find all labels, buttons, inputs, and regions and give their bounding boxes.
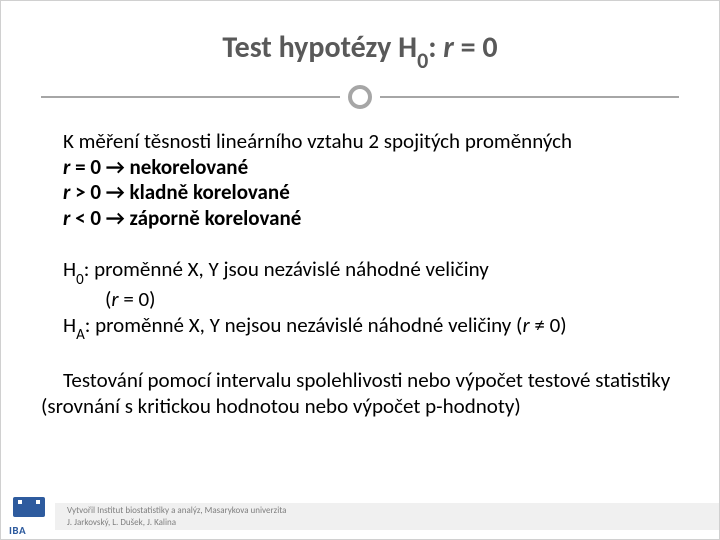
footer-line-2: J. Jarkovský, L. Dušek, J. Kalina — [67, 517, 719, 528]
bullet-1-line-3: r < 0 → záporně korelované — [41, 206, 679, 232]
h0-pre: H — [63, 256, 76, 282]
slide-footer: IBA Vytvořil Institut biostatistiky a an… — [1, 495, 719, 539]
slide: Test hypotézy H0: r = 0 K měření těsnost… — [0, 0, 720, 540]
ha-sub: A — [76, 326, 85, 344]
title-subscript: 0 — [417, 47, 428, 74]
bullet-1-lead-line: K měření těsnosti lineárního vztahu 2 sp… — [41, 129, 679, 155]
title-var: r — [443, 29, 454, 66]
divider-circle-icon — [348, 85, 372, 109]
h0-sub: 0 — [76, 271, 84, 289]
h0-post: : proměnné X, Y jsou nezávislé náhodné v… — [84, 256, 489, 282]
slide-title-wrap: Test hypotézy H0: r = 0 — [1, 29, 719, 70]
h0-paren-var: r — [111, 286, 118, 312]
footer-line-1: Vytvořil Institut biostatistiky a analýz… — [67, 505, 719, 516]
ha-end: ≠ 0) — [530, 312, 567, 338]
bullet-3-text: Testování pomocí intervalu spolehlivosti… — [41, 367, 670, 419]
b1-l3-rest: < 0 → záporně korelované — [70, 205, 301, 231]
footer-stripe: Vytvořil Institut biostatistiky a analýz… — [55, 503, 719, 530]
b1-l2-rest: > 0 → kladně korelované — [70, 179, 289, 205]
bullet-block-3: Testování pomocí intervalu spolehlivosti… — [41, 368, 679, 419]
title-eq: = 0 — [454, 29, 498, 66]
title-text-pre: Test hypotézy H — [222, 29, 417, 66]
title-divider — [41, 85, 679, 109]
title-text-post: : — [428, 29, 443, 66]
bullet-2-ha-line: HA: proměnné X, Y nejsou nezávislé náhod… — [41, 313, 679, 342]
b1-l1-rest: = 0 → nekorelované — [70, 154, 248, 180]
bullet-2-h0-paren: (r = 0) — [41, 287, 679, 313]
h0-paren-post: = 0) — [119, 286, 156, 312]
bullet-2-h0-line: H0: proměnné X, Y jsou nezávislé náhodné… — [41, 257, 679, 286]
slide-body: K měření těsnosti lineárního vztahu 2 sp… — [41, 129, 679, 445]
footer-logo: IBA — [9, 497, 53, 537]
bullet-block-1: K měření těsnosti lineárního vztahu 2 sp… — [41, 129, 679, 231]
ha-var: r — [522, 312, 529, 338]
logo-mark-icon — [13, 497, 45, 517]
bullet-block-2: H0: proměnné X, Y jsou nezávislé náhodné… — [41, 257, 679, 342]
slide-title: Test hypotézy H0: r = 0 — [222, 29, 497, 66]
bullet-1-line-2: r > 0 → kladně korelované — [41, 180, 679, 206]
footer-logo-text: IBA — [9, 524, 26, 537]
bullet-1-line-1: r = 0 → nekorelované — [41, 155, 679, 181]
ha-pre: H — [63, 312, 76, 338]
bullet-3-line: Testování pomocí intervalu spolehlivosti… — [41, 368, 679, 419]
ha-post: : proměnné X, Y nejsou nezávislé náhodné… — [85, 312, 523, 338]
bullet-1-lead: K měření těsnosti lineárního vztahu 2 sp… — [63, 128, 572, 154]
